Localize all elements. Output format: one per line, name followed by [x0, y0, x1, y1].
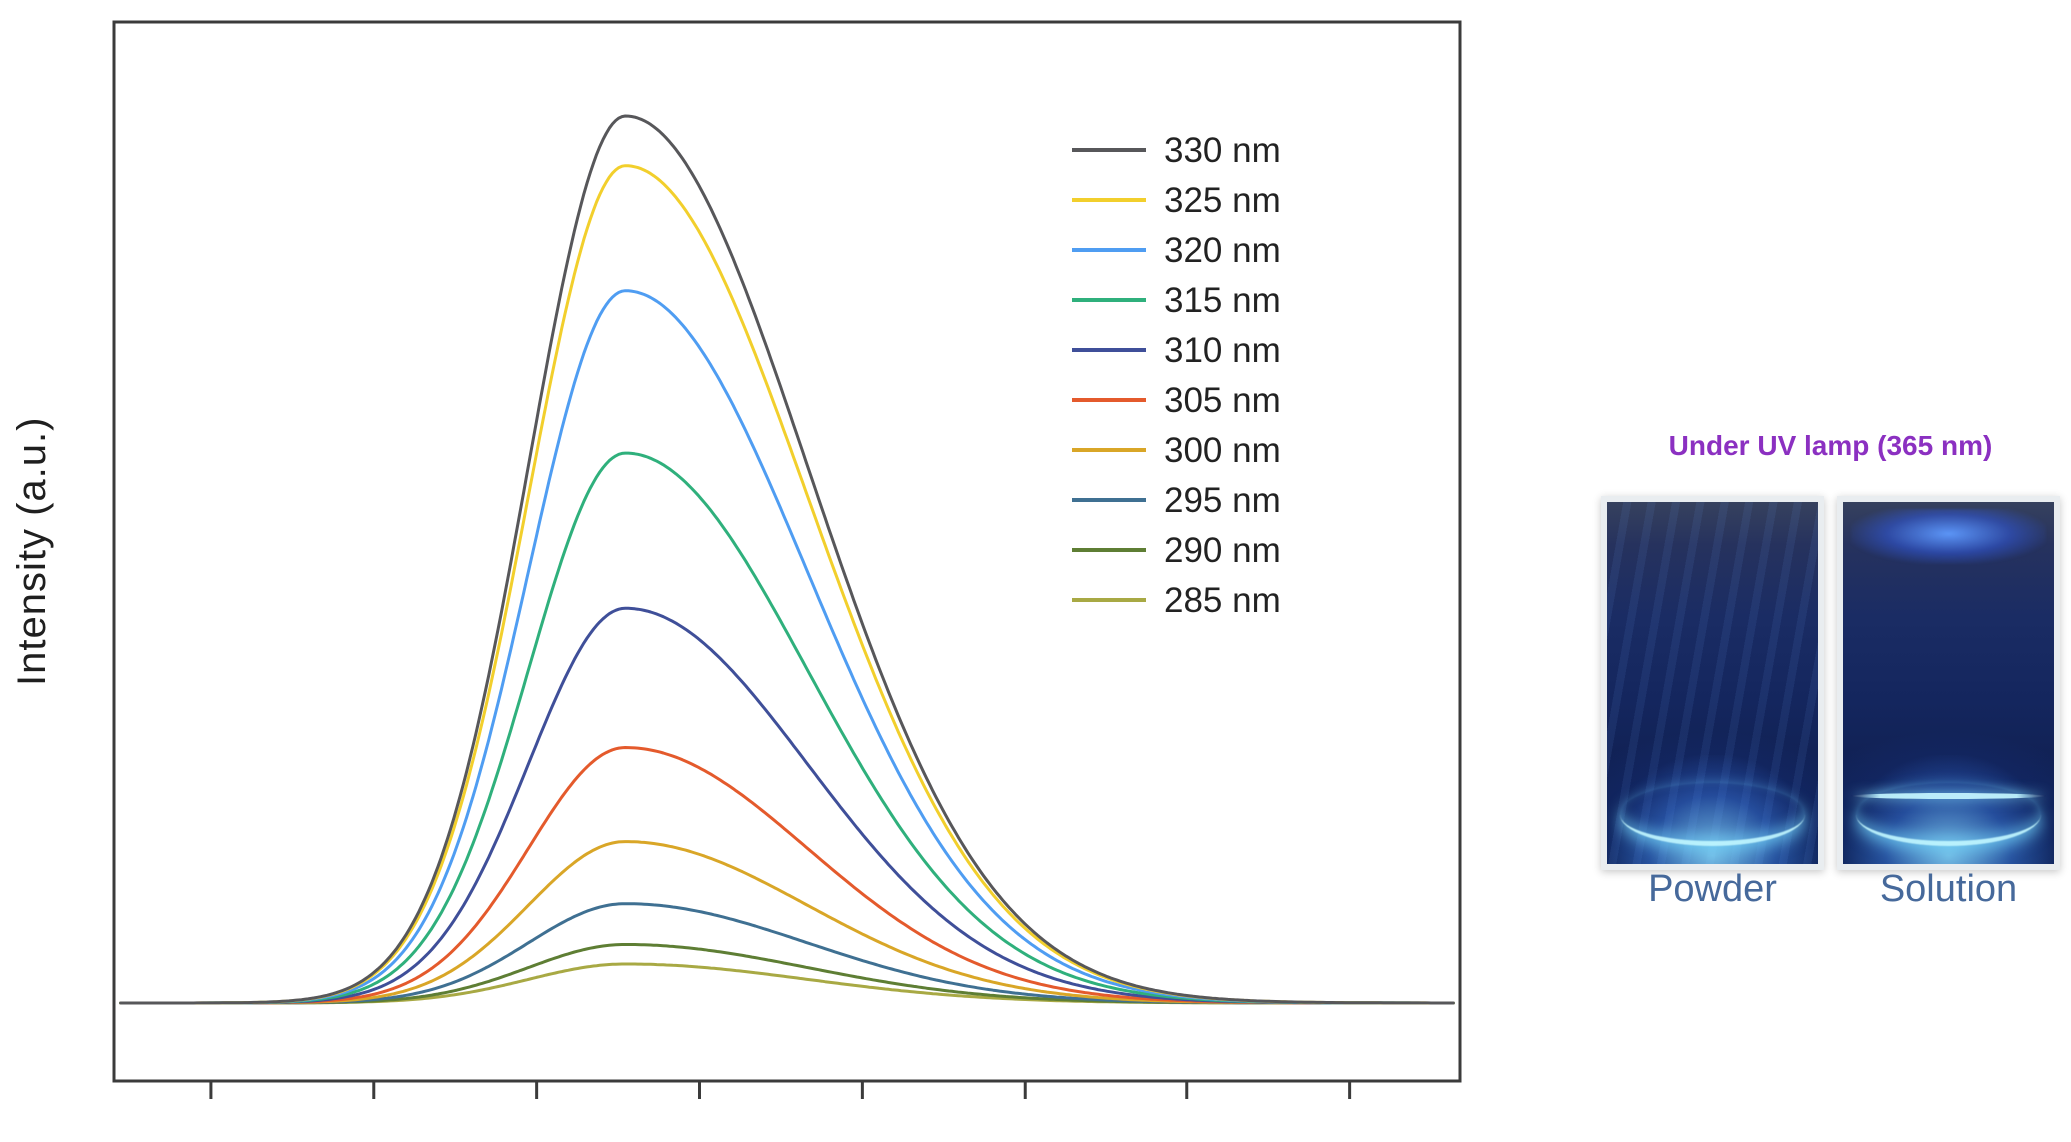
- uv-panel-title: Under UV lamp (365 nm): [1668, 430, 1993, 461]
- legend-label-285-nm: 285 nm: [1164, 581, 1281, 620]
- solution-vial-bottom-arc: [1855, 783, 2042, 846]
- series-curve-290-nm: [119, 943, 1455, 1005]
- legend-label-330-nm: 330 nm: [1164, 131, 1281, 170]
- legend-label-315-nm: 315 nm: [1164, 281, 1281, 320]
- series-curve-310-nm: [119, 606, 1455, 1005]
- powder-vial-bottom-arc: [1619, 783, 1806, 846]
- legend-label-320-nm: 320 nm: [1164, 231, 1281, 270]
- legend-label-310-nm: 310 nm: [1164, 331, 1281, 370]
- powder-photo: [1601, 496, 1824, 870]
- powder-label: Powder: [1648, 868, 1777, 910]
- legend-label-300-nm: 300 nm: [1164, 431, 1281, 470]
- solution-photo: [1837, 496, 2060, 870]
- solution-label: Solution: [1879, 868, 2018, 910]
- y-axis-label: Intensity (a.u.): [10, 416, 54, 687]
- series-curve-330-nm: [119, 114, 1455, 1005]
- series-curve-300-nm: [119, 840, 1455, 1005]
- series-curve-295-nm: [119, 902, 1455, 1005]
- legend-label-290-nm: 290 nm: [1164, 531, 1281, 570]
- solution-vial-surface-glow: [1851, 509, 2046, 564]
- plot-frame: [112, 20, 1462, 1083]
- legend-label-295-nm: 295 nm: [1164, 481, 1281, 520]
- legend-label-325-nm: 325 nm: [1164, 181, 1281, 220]
- legend-label-305-nm: 305 nm: [1164, 381, 1281, 420]
